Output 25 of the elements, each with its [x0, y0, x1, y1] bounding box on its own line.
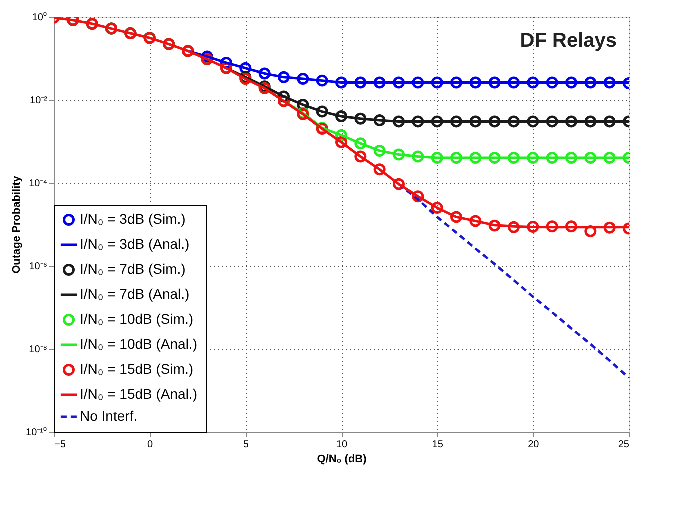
legend-label: I/N₀ = 10dB (Anal.) — [80, 336, 198, 352]
legend-label: I/N₀ = 3dB (Sim.) — [80, 211, 186, 227]
x-tick-label: −5 — [54, 440, 66, 450]
legend-label: I/N₀ = 7dB (Anal.) — [80, 286, 190, 302]
y-tick-label: 10⁻⁴ — [29, 178, 48, 190]
x-tick-label: 25 — [618, 440, 630, 450]
x-axis-title: Q/N₀ (dB) — [317, 454, 368, 466]
legend-label: I/N₀ = 7dB (Sim.) — [80, 261, 186, 277]
legend-label: I/N₀ = 3dB (Anal.) — [80, 236, 190, 252]
x-tick-label: 5 — [243, 440, 250, 450]
legend-label: I/N₀ = 10dB (Sim.) — [80, 311, 194, 327]
x-tick-label: 15 — [432, 440, 444, 450]
x-tick-label: 10 — [336, 440, 348, 450]
legend-label: I/N₀ = 15dB (Anal.) — [80, 386, 198, 402]
legend-label: No Interf. — [80, 408, 138, 424]
x-tick-label: 0 — [148, 440, 154, 450]
y-tick-label: 10⁻⁶ — [29, 262, 48, 272]
y-tick-label: 10⁻² — [30, 96, 48, 106]
text: DF Relays — [520, 30, 617, 52]
y-axis-title: Outage Probability — [11, 175, 24, 274]
legend-label: I/N₀ = 15dB (Sim.) — [80, 361, 194, 377]
y-tick-label: 10⁻¹⁰ — [26, 426, 48, 438]
y-tick-label: 10⁰ — [32, 12, 48, 24]
y-tick-label: 10⁻⁸ — [29, 344, 48, 356]
x-tick-label: 20 — [528, 440, 540, 450]
